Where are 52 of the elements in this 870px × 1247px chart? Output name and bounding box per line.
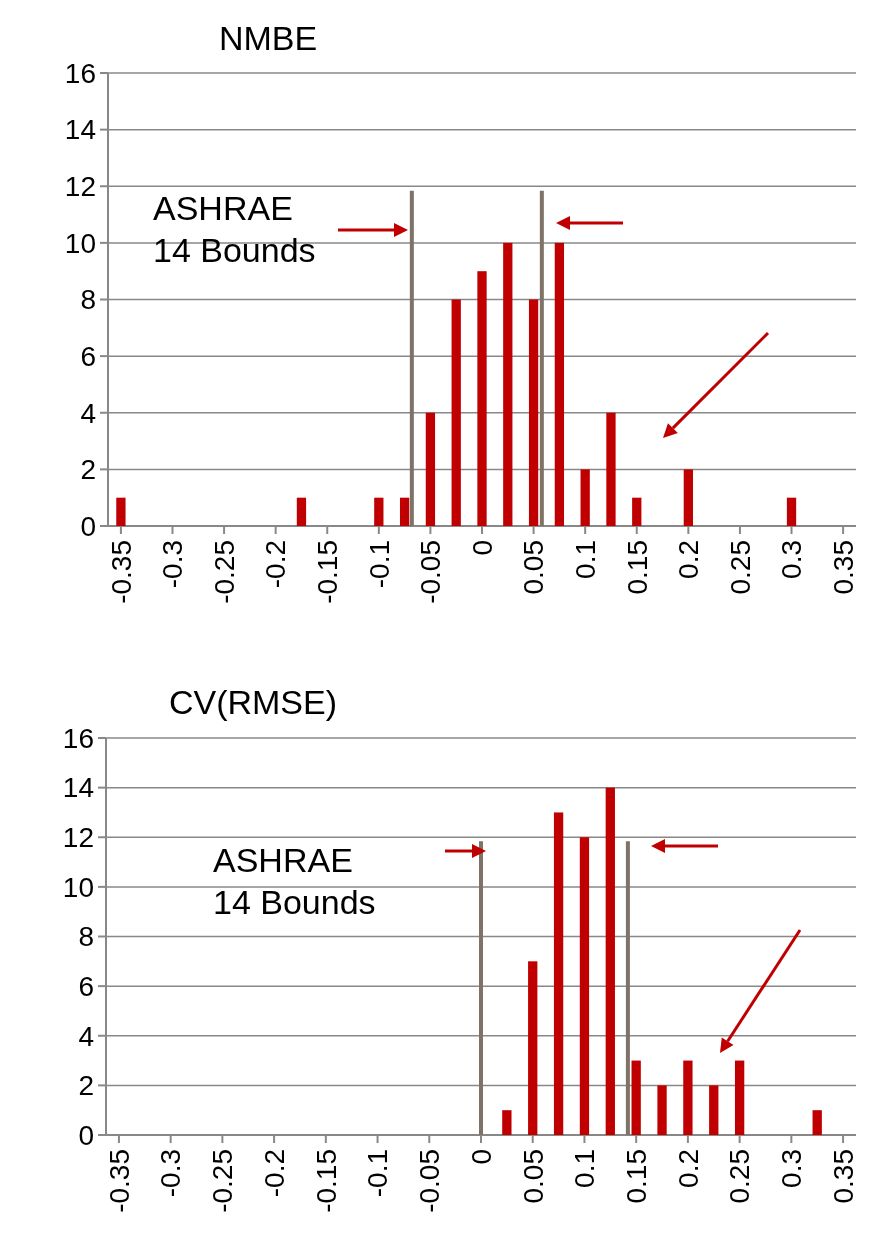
x-tick-label: 0.05 (517, 1149, 549, 1204)
y-tick-label: 0 (80, 510, 96, 542)
x-tick-label: -0.25 (207, 1149, 239, 1213)
x-tick-label: 0.35 (827, 540, 859, 595)
y-tick-label: 8 (78, 921, 94, 953)
y-tick-label: 10 (64, 227, 96, 259)
chart-title: NMBE (218, 19, 318, 57)
x-tick-label: 0.2 (672, 1149, 704, 1188)
x-tick-label: 0 (465, 1149, 497, 1165)
x-tick-label: 0.1 (569, 1149, 601, 1188)
x-tick-label: -0.3 (157, 540, 189, 589)
x-tick-label: 0.35 (827, 1149, 859, 1204)
y-tick-label: 16 (64, 57, 96, 89)
x-tick-label: -0.35 (105, 540, 137, 604)
x-tick-label: -0.1 (363, 540, 395, 589)
x-tick-label: 0.3 (776, 540, 808, 579)
y-tick-label: 12 (64, 171, 96, 203)
y-tick-label: 16 (62, 722, 94, 754)
x-tick-label: -0.2 (260, 540, 292, 589)
x-tick-label: -0.05 (414, 1149, 446, 1213)
x-tick-label: 0.05 (518, 540, 550, 595)
y-tick-label: 10 (62, 871, 94, 903)
x-tick-label: 0.3 (776, 1149, 808, 1188)
x-tick-label: 0.2 (673, 540, 705, 579)
y-tick-label: 8 (80, 284, 96, 316)
x-tick-label: -0.15 (310, 1149, 342, 1213)
x-tick-label: -0.05 (415, 540, 447, 604)
x-tick-label: 0.15 (621, 540, 653, 595)
y-tick-label: 4 (78, 1020, 94, 1052)
y-tick-label: 14 (62, 772, 94, 804)
y-tick-label: 12 (62, 822, 94, 854)
x-tick-label: 0.15 (620, 1149, 652, 1204)
x-tick-label: 0 (466, 540, 498, 556)
y-tick-label: 14 (64, 114, 96, 146)
x-tick-label: -0.35 (103, 1149, 135, 1213)
y-tick-label: 0 (78, 1119, 94, 1151)
y-tick-label: 2 (80, 454, 96, 486)
x-tick-label: 0.25 (724, 540, 756, 595)
annotation: ASHRAE 14 Bounds (213, 841, 376, 921)
x-tick-label: -0.25 (208, 540, 240, 604)
annotation: ASHRAE 14 Bounds (153, 189, 316, 269)
x-tick-label: -0.1 (362, 1149, 394, 1198)
x-tick-label: 0.1 (569, 540, 601, 579)
y-tick-label: 2 (78, 1070, 94, 1102)
y-tick-label: 6 (80, 340, 96, 372)
x-tick-label: -0.2 (258, 1149, 290, 1198)
x-tick-label: -0.3 (155, 1149, 187, 1198)
y-tick-label: 4 (80, 397, 96, 429)
x-tick-label: -0.15 (312, 540, 344, 604)
y-tick-label: 6 (78, 970, 94, 1002)
chart-title: CV(RMSE) (168, 683, 338, 721)
x-tick-label: 0.25 (724, 1149, 756, 1204)
